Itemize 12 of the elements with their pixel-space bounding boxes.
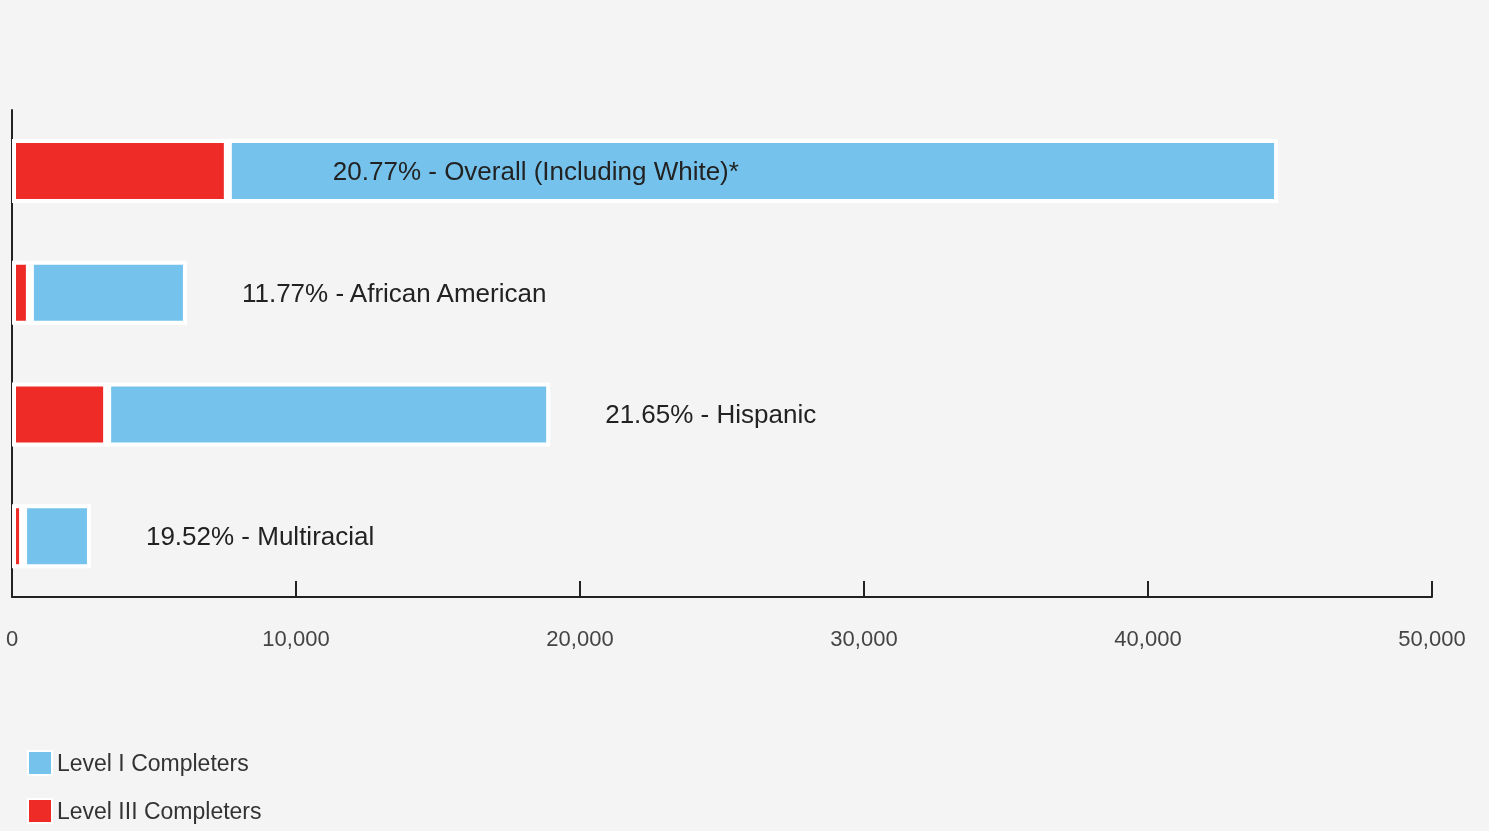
y-tick-label: 19.52% - Multiracial <box>145 521 375 552</box>
x-tick-label: 30,000 <box>830 625 898 651</box>
legend-label: Level III Completers <box>57 798 262 824</box>
legend-label: Level I Completers <box>57 750 249 776</box>
y-tick-label: 21.65% - Hispanic <box>605 399 817 430</box>
x-tick-label: 10,000 <box>262 625 330 651</box>
x-tick-label: 0 <box>5 625 19 651</box>
x-tick-label: 20,000 <box>546 625 614 651</box>
x-tick-label: 50,000 <box>1398 625 1466 651</box>
x-tick-label: 40,000 <box>1114 625 1182 651</box>
y-tick-label: 11.77% - African American <box>241 277 547 308</box>
y-tick-label: 20.77% - Overall (Including White)* <box>332 155 739 186</box>
